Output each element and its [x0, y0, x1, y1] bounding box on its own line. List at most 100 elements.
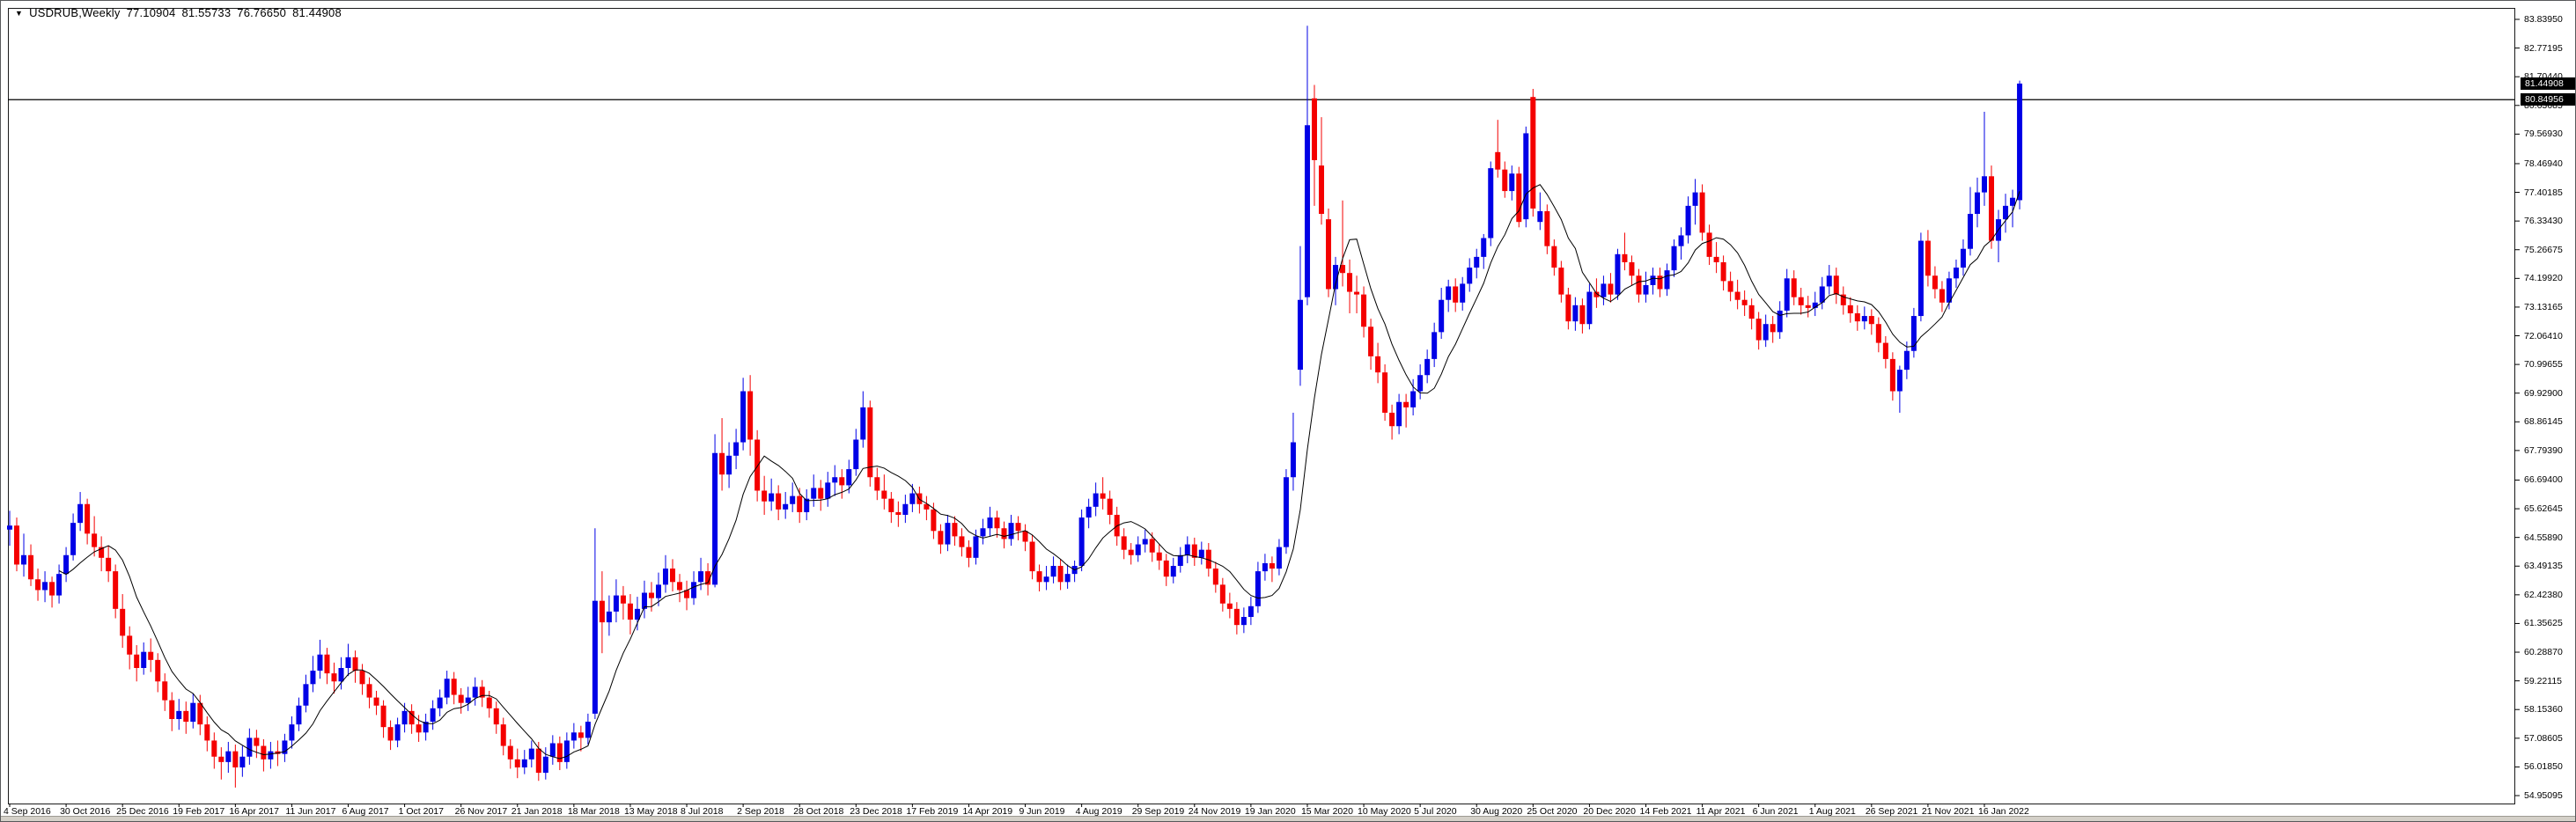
hline-price-badge: 80.84956: [2521, 93, 2575, 106]
price-tick-label: 82.77195: [2524, 42, 2563, 54]
candle-body: [1643, 284, 1649, 295]
candle-body: [1354, 291, 1360, 295]
candle-body: [535, 748, 541, 774]
price-tick-label: 58.15360: [2524, 704, 2563, 716]
candle-body: [1107, 498, 1113, 515]
candle-body: [655, 584, 661, 598]
candle-body: [1043, 576, 1049, 583]
candle-body: [1212, 569, 1218, 585]
date-tick-label: 14 Apr 2019: [962, 806, 1013, 817]
candle-body: [825, 482, 831, 499]
candle-body: [352, 657, 358, 672]
candle-body: [670, 569, 676, 583]
candle-body: [1854, 312, 1860, 322]
price-tick-label: 57.08605: [2524, 732, 2563, 744]
price-tick-label: 69.92900: [2524, 387, 2563, 399]
candle-body: [1050, 565, 1056, 577]
candle-body: [1989, 176, 1995, 241]
candle-body: [1502, 169, 1508, 192]
candle-body: [811, 488, 817, 499]
candle-body: [7, 525, 12, 530]
candle-body: [549, 743, 556, 757]
candle-body: [1713, 256, 1719, 262]
chart-dropdown-triangle[interactable]: ▼: [15, 9, 24, 18]
candle-body: [1516, 173, 1522, 223]
candle-body: [1629, 261, 1635, 276]
price-tick-label: 72.06410: [2524, 330, 2563, 341]
candle-body: [1530, 97, 1536, 209]
candle-body: [92, 533, 98, 547]
candle-body: [1446, 286, 1452, 300]
candle-body: [1283, 477, 1289, 547]
candle-body: [1889, 358, 1895, 392]
candle-body: [1198, 549, 1204, 558]
candle-body: [514, 759, 520, 767]
candle-body: [239, 756, 246, 767]
candle-body: [1086, 506, 1092, 518]
candle-body: [1685, 205, 1691, 236]
candle-body: [945, 523, 951, 545]
candle-body: [268, 751, 274, 760]
candle-body: [952, 523, 958, 537]
candle-body: [1622, 253, 1628, 262]
candle-body: [1121, 536, 1127, 550]
price-tick-label: 66.69400: [2524, 474, 2563, 486]
candle-body: [1015, 523, 1021, 532]
ohlc-high-value: 81.55733: [181, 6, 232, 19]
candle-body: [282, 740, 288, 754]
candle-body: [1205, 549, 1211, 569]
candle-body: [500, 724, 506, 746]
candle-body: [176, 710, 182, 720]
candle-body: [324, 654, 330, 674]
candle-body: [1326, 219, 1332, 290]
candle-body: [113, 571, 119, 609]
candle-body: [1333, 265, 1339, 290]
candle-body: [1551, 246, 1557, 268]
candle-body: [677, 582, 683, 591]
price-tick-label: 83.83950: [2524, 14, 2563, 25]
candle-body: [472, 686, 478, 698]
ohlc-open-value: 77.10904: [126, 6, 176, 19]
candle-body: [924, 503, 930, 510]
candle-body: [1304, 125, 1310, 297]
candle-body: [380, 705, 386, 728]
candle-body: [762, 490, 768, 502]
candle-body: [719, 452, 725, 475]
candle-body: [754, 439, 761, 491]
candle-body: [21, 554, 27, 565]
candle-body: [296, 705, 302, 725]
candle-body: [218, 756, 224, 762]
candle-body: [2010, 197, 2016, 206]
candle-body: [28, 554, 34, 580]
candle-body: [712, 452, 718, 585]
candle-body: [606, 611, 612, 623]
candle-body: [1135, 544, 1141, 555]
window-bottom-edge: [1, 816, 2575, 821]
price-tick-label: 65.62645: [2524, 503, 2563, 515]
candle-body: [1910, 316, 1917, 351]
candle-body: [373, 697, 379, 706]
candle-body: [1382, 372, 1388, 413]
candle-body: [867, 407, 873, 478]
candle-body: [85, 503, 91, 534]
price-tick-label: 63.49135: [2524, 561, 2563, 572]
candle-body: [127, 635, 133, 655]
candle-body: [1078, 517, 1085, 566]
candle-body: [1481, 238, 1487, 257]
candle-body: [493, 708, 499, 725]
candle-body: [120, 608, 126, 636]
candle-body: [1439, 299, 1445, 333]
candle-body: [570, 732, 577, 741]
candle-body: [1424, 358, 1431, 376]
candle-body: [895, 511, 902, 515]
candle-body: [1812, 302, 1818, 308]
candles-layer[interactable]: [7, 26, 2023, 788]
candle-body: [1741, 299, 1748, 305]
price-tick-label: 54.95095: [2524, 790, 2563, 801]
candle-body: [1523, 133, 1529, 220]
date-tick-label: 17 Feb 2019: [906, 806, 959, 817]
candle-body: [1417, 375, 1424, 392]
candle-body: [1974, 192, 1980, 215]
